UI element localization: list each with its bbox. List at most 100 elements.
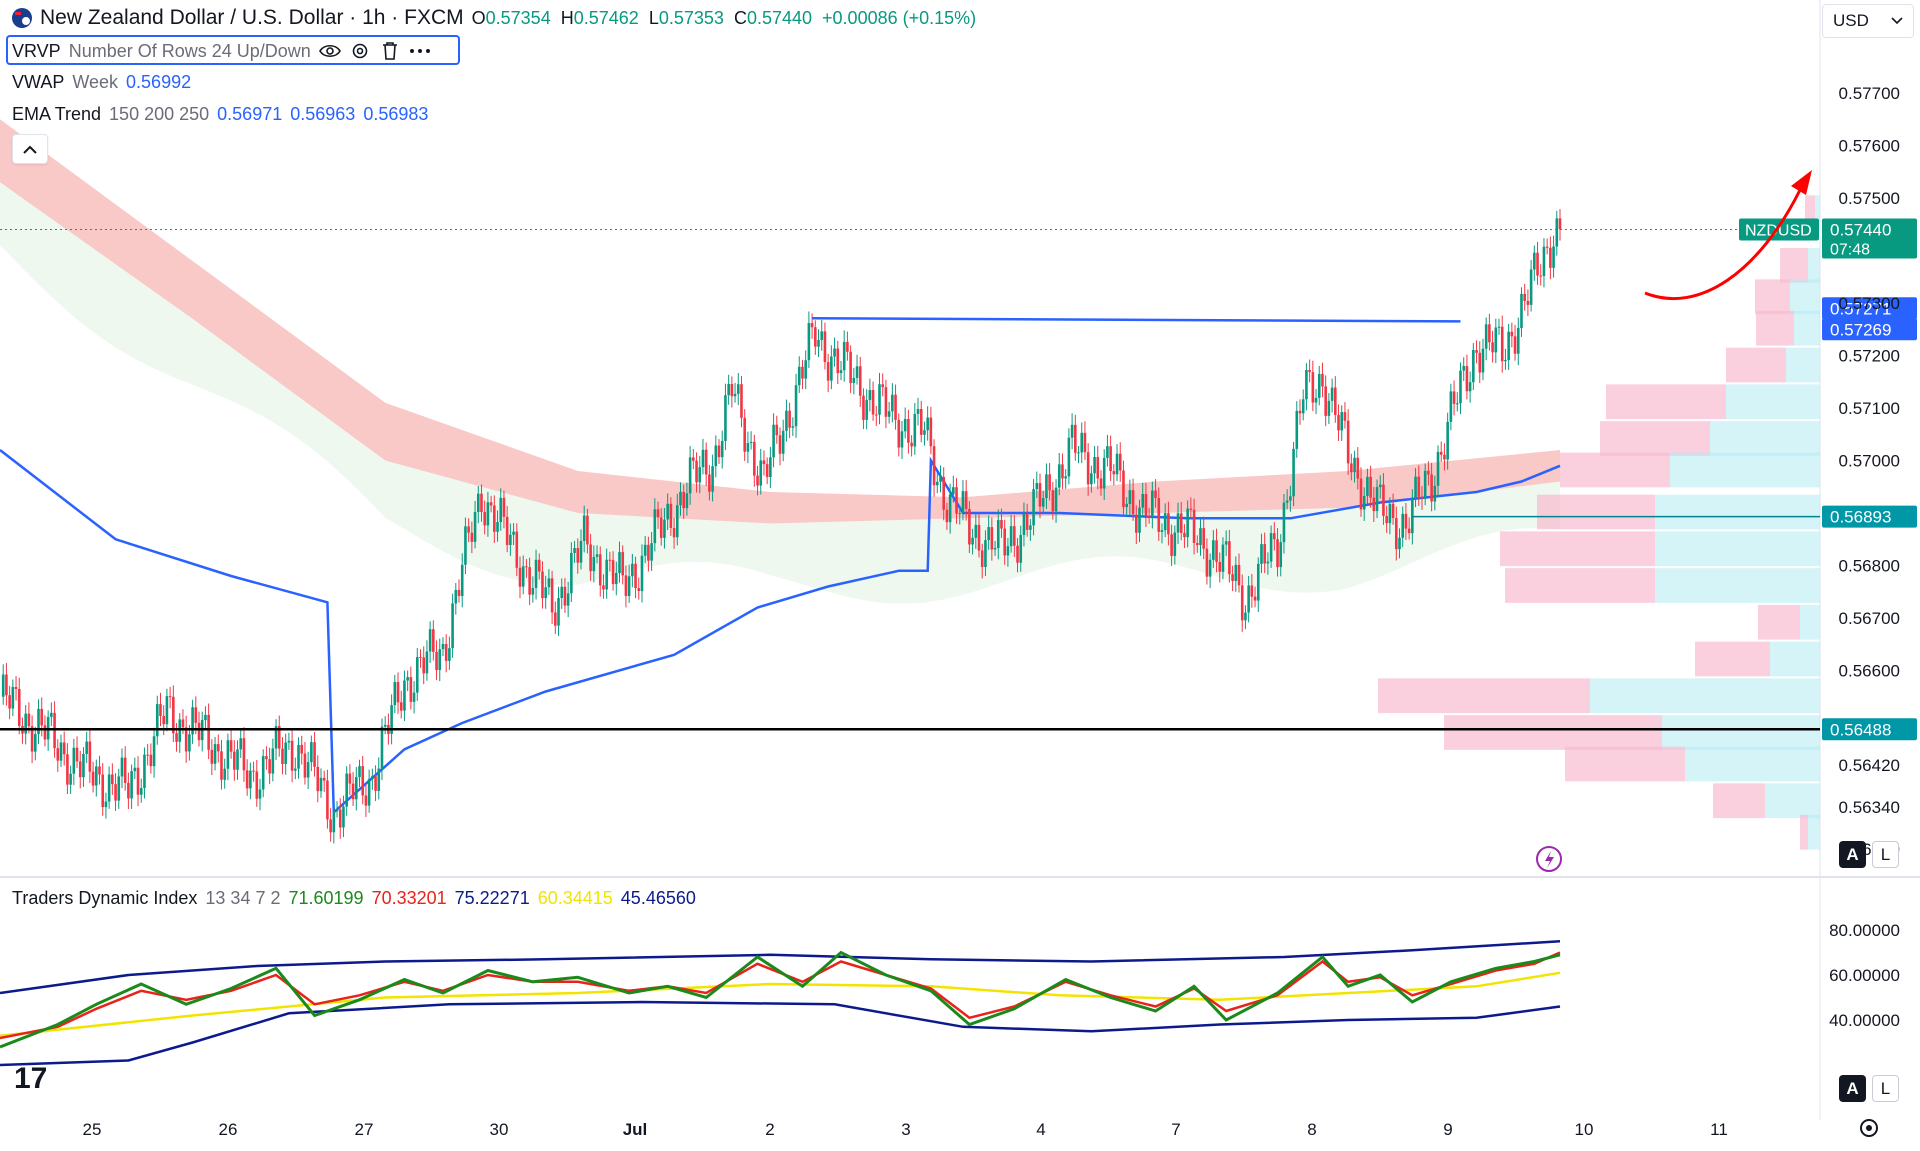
vrvp-name[interactable]: VRVP xyxy=(12,40,61,61)
candle-body xyxy=(172,696,175,734)
candle-body xyxy=(223,768,226,780)
candle-body xyxy=(101,774,105,808)
ohlc-close-key: C xyxy=(733,7,747,28)
currency-selector[interactable]: USD xyxy=(1822,4,1914,38)
bullish-arrow-annotation[interactable] xyxy=(1644,189,1802,300)
candle-body xyxy=(358,766,361,778)
candle-body xyxy=(149,754,153,767)
candle-body xyxy=(454,589,458,604)
price-label-support-level[interactable] xyxy=(1822,718,1917,741)
price-label-level-b[interactable] xyxy=(1822,318,1917,341)
candle-body xyxy=(406,677,409,681)
candle-body xyxy=(37,708,40,735)
candle-body xyxy=(342,806,345,828)
vwap-name[interactable]: VWAP xyxy=(12,72,65,92)
symbol-tag[interactable] xyxy=(1739,218,1819,241)
vp-down-bar xyxy=(1606,384,1726,420)
candle-body xyxy=(460,564,464,596)
candle-body xyxy=(1250,585,1254,597)
candle-body xyxy=(759,460,763,486)
ema-name[interactable]: EMA Trend xyxy=(12,104,102,124)
log-scale-button[interactable]: L xyxy=(1872,841,1899,868)
ohlc-low-value: 0.57353 xyxy=(658,7,724,28)
candle-body xyxy=(952,487,955,495)
candle-body xyxy=(403,680,406,711)
ema-value-1: 0.56971 xyxy=(217,104,283,124)
candle-body xyxy=(823,331,827,363)
price-label-symbol[interactable] xyxy=(1822,218,1917,259)
price-label-vwap-level[interactable] xyxy=(1822,505,1917,528)
candle-body xyxy=(672,527,676,538)
tdi-lower-band[interactable] xyxy=(0,1000,1561,1067)
candle-body xyxy=(627,576,631,596)
collapse-legend-button[interactable] xyxy=(12,134,48,164)
tdi-name[interactable]: Traders Dynamic Index xyxy=(12,888,198,908)
candle-body xyxy=(1086,452,1090,485)
candle-body xyxy=(804,360,807,379)
candle-body xyxy=(1269,533,1273,562)
vwap-line[interactable] xyxy=(0,449,1561,816)
candle-body xyxy=(415,657,419,693)
candle-body xyxy=(1414,476,1417,498)
candle-body xyxy=(396,682,400,703)
ohlc-close-value: 0.57440 xyxy=(746,7,813,28)
candle-body xyxy=(1324,386,1327,416)
candle-body xyxy=(335,809,339,812)
tdi-log-scale-button[interactable]: L xyxy=(1872,1075,1899,1102)
candle-body xyxy=(663,519,666,538)
vp-down-bar xyxy=(1755,279,1790,315)
vp-up-bar xyxy=(1790,279,1820,315)
trash-icon[interactable] xyxy=(379,40,401,62)
candle-body xyxy=(1359,478,1363,510)
vwap-line-group xyxy=(0,449,1561,816)
candle-body xyxy=(781,430,785,454)
candle-body xyxy=(300,744,304,754)
candle-body xyxy=(127,782,130,799)
candle-body xyxy=(78,761,82,778)
symbol-legend: New Zealand Dollar / U.S. Dollar · 1h · … xyxy=(12,6,976,30)
candle-body xyxy=(862,395,865,420)
candle-body xyxy=(146,754,149,756)
vp-up-bar xyxy=(1815,195,1820,231)
vp-down-bar xyxy=(1713,783,1765,819)
price-tick-label: 0.57600 xyxy=(1839,137,1900,156)
candle-body xyxy=(945,509,949,523)
candle-body xyxy=(326,780,329,820)
candle-body xyxy=(1205,548,1209,577)
candle-body xyxy=(1552,246,1555,268)
resistance-line[interactable] xyxy=(812,316,1461,323)
candle-body xyxy=(1179,513,1183,533)
candle-body xyxy=(1067,437,1071,477)
auto-scale-button[interactable]: A xyxy=(1839,841,1866,868)
eye-icon[interactable] xyxy=(318,40,341,62)
candle-body xyxy=(303,753,307,778)
settings-gear-icon[interactable] xyxy=(1860,1119,1878,1137)
candle-body xyxy=(634,563,637,589)
tdi-signal-line[interactable] xyxy=(0,951,1561,1040)
candle-body xyxy=(351,783,355,800)
candle-body xyxy=(496,521,499,532)
candle-body xyxy=(631,563,634,577)
tradingview-logo[interactable]: 17 xyxy=(14,1062,47,1095)
candle-body xyxy=(830,356,833,381)
more-icon[interactable] xyxy=(409,40,431,62)
candle-body xyxy=(377,768,381,791)
tdi-upper-band[interactable] xyxy=(0,940,1561,995)
tdi-auto-scale-button[interactable]: A xyxy=(1839,1075,1866,1102)
candle-body xyxy=(1019,534,1023,563)
gear-icon[interactable] xyxy=(349,40,371,62)
price-label-level-a[interactable] xyxy=(1822,297,1917,320)
candle-body xyxy=(573,548,576,553)
candle-body xyxy=(659,517,663,538)
symbol-title[interactable]: New Zealand Dollar / U.S. Dollar · 1h · … xyxy=(40,6,464,29)
tdi-rsi-price-line[interactable] xyxy=(0,950,1561,1049)
price-label-text: 0.57269 xyxy=(1830,320,1891,339)
candle-body xyxy=(69,773,72,785)
candle-body xyxy=(476,493,480,512)
candle-body xyxy=(1459,370,1462,404)
candle-body xyxy=(1016,545,1019,563)
candle-body xyxy=(123,757,127,783)
candle-body xyxy=(489,502,493,506)
vrvp-legend-box[interactable] xyxy=(6,35,460,65)
